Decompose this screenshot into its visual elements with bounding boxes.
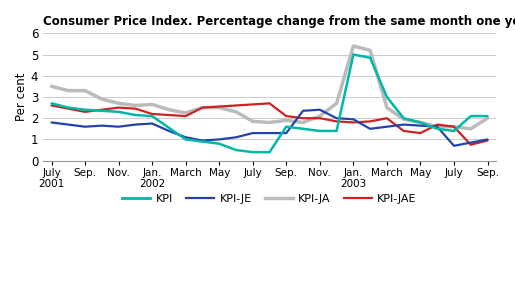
Y-axis label: Per cent: Per cent	[15, 73, 28, 121]
Legend: KPI, KPI-JE, KPI-JA, KPI-JAE: KPI, KPI-JE, KPI-JA, KPI-JAE	[118, 190, 421, 209]
Text: Consumer Price Index. Percentage change from the same month one year before: Consumer Price Index. Percentage change …	[43, 15, 515, 28]
